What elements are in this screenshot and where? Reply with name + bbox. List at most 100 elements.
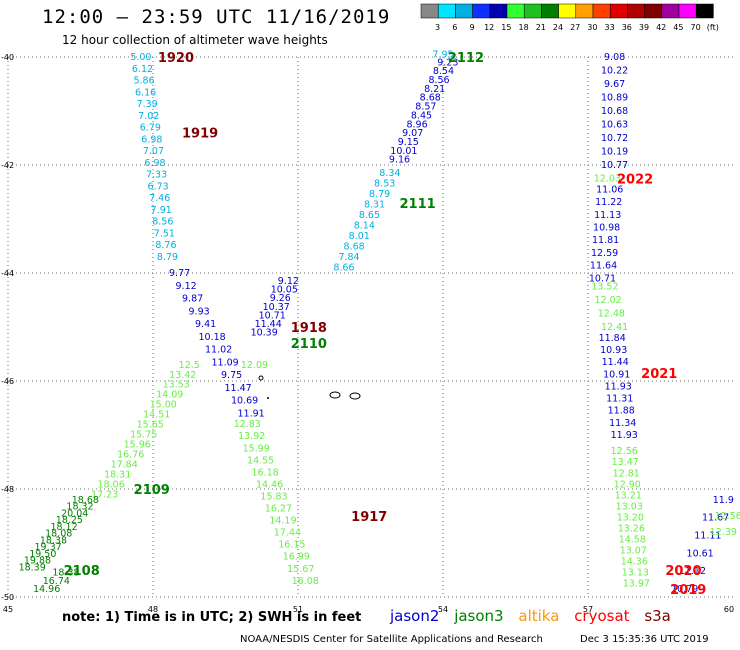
wave-value: 10.77 xyxy=(601,160,628,171)
wave-value: 6.16 xyxy=(135,87,156,98)
pass-2112: 9.238.548.568.218.688.578.458.969.079.15… xyxy=(389,57,458,165)
wave-value: 12.56 xyxy=(611,446,638,457)
wave-value: 10.71 xyxy=(259,310,286,321)
wave-value: 10.19 xyxy=(601,147,628,158)
wave-value: 12.48 xyxy=(598,309,625,320)
wave-value: 10.79 xyxy=(671,584,698,595)
legend-label: 9 xyxy=(469,23,474,32)
wave-value: 15.83 xyxy=(260,491,287,502)
legend-label: 12 xyxy=(484,23,494,32)
wave-value: 11.44 xyxy=(602,357,629,368)
wave-value: 10.18 xyxy=(198,332,225,343)
legend-swatch xyxy=(609,3,628,19)
wave-value: 6.79 xyxy=(140,123,161,134)
pass-2022: 9.08 10.22 9.67 10.89 10.68 10.63 10.72 10.19 10… xyxy=(601,52,628,171)
wave-value: 11.22 xyxy=(595,197,622,208)
wave-value: 14.51 xyxy=(143,410,170,421)
satellite-legend: jason2 jason3 altika cryosat s3a xyxy=(390,607,681,625)
wave-value: 9.77 xyxy=(169,268,190,279)
wave-value: 11.11 xyxy=(694,530,721,541)
legend-label: 18 xyxy=(519,23,529,32)
wave-value: 11.67 xyxy=(702,513,729,524)
pass-1920: 5.006.125.866.167.397.026.796.987.076.98… xyxy=(130,52,178,263)
wave-value: 10.61 xyxy=(687,548,714,559)
wave-value: 10.89 xyxy=(601,93,628,104)
wave-value: 12.09 xyxy=(241,360,268,371)
wave-value: 9.67 xyxy=(604,79,625,90)
wave-value: 14.96 xyxy=(33,584,60,595)
wave-value: 11.64 xyxy=(590,261,617,272)
island-outline xyxy=(267,397,269,399)
legend-swatch xyxy=(541,3,559,19)
wave-value: 15.65 xyxy=(137,420,164,431)
wave-value: 8.53 xyxy=(374,179,395,190)
wave-value: 12.39 xyxy=(710,527,737,538)
wave-value: 14.58 xyxy=(619,534,646,545)
wave-value: 18.68 xyxy=(72,495,99,506)
wave-value: 9.41 xyxy=(195,319,216,330)
legend-swatch xyxy=(472,3,491,19)
pass-label: 1918 xyxy=(291,321,327,336)
wave-value: 9.15 xyxy=(398,137,419,148)
wave-value: 7.39 xyxy=(137,99,158,110)
wave-value: 12.56 xyxy=(715,511,740,522)
wave-value: 14.09 xyxy=(156,390,183,401)
wave-value: 18.25 xyxy=(56,515,83,526)
wave-value: 8.14 xyxy=(354,221,375,232)
wave-value: 15.00 xyxy=(150,400,177,411)
wave-value: 10.69 xyxy=(231,396,258,407)
wave-value: 5.00 xyxy=(130,52,151,63)
legend-label: 27 xyxy=(570,23,580,32)
wave-value: 6.73 xyxy=(148,181,169,192)
wave-value: 9.93 xyxy=(189,306,210,317)
wave-value: 9.12 xyxy=(176,281,197,292)
island-outline xyxy=(349,392,361,400)
wave-value: 7.02 xyxy=(138,111,159,122)
wave-value: 8.34 xyxy=(379,168,400,179)
legend-swatch xyxy=(592,3,611,19)
sat-cryosat: cryosat xyxy=(574,607,630,625)
wave-value: 11.9 xyxy=(713,495,734,506)
legend-label: 30 xyxy=(587,23,597,32)
wave-value: 10.72 xyxy=(601,133,628,144)
wave-value: 9.23 xyxy=(437,57,458,68)
wave-value: 10.01 xyxy=(390,146,417,157)
x-tick-label: 57 xyxy=(583,605,593,614)
wave-value: 11.13 xyxy=(594,210,621,221)
legend-swatch xyxy=(420,3,439,19)
wave-value: 13.53 xyxy=(163,380,190,391)
wave-value: 17.84 xyxy=(111,459,138,470)
axis-ticks: 45 48 51 54 57 60 -40 -42 -44 -46 -48 -50 xyxy=(1,53,734,614)
wave-value: 10.39 xyxy=(251,327,278,338)
wave-value: 13.07 xyxy=(620,545,647,556)
pass-label: 2110 xyxy=(291,337,327,352)
pass-2109: 18.6818.3220.0418.2518.1218.0818.3819.37… xyxy=(19,495,99,574)
legend-swatch xyxy=(558,3,577,19)
island-outlines xyxy=(258,375,361,400)
legend-swatch xyxy=(627,3,645,19)
x-tick-label: 48 xyxy=(148,605,158,614)
wave-value: 20.04 xyxy=(61,508,88,519)
generated-timestamp: Dec 3 15:35:36 UTC 2019 xyxy=(580,634,709,645)
wave-value: 13.26 xyxy=(618,523,645,534)
wave-value: 13.42 xyxy=(169,370,196,381)
legend-label: 36 xyxy=(622,23,632,32)
wave-value: 5.86 xyxy=(133,76,154,87)
island-outline xyxy=(258,375,264,381)
wave-value: 11.91 xyxy=(238,408,265,419)
legend-label: 6 xyxy=(452,23,457,32)
legend-swatch xyxy=(455,3,473,19)
legend-label: 33 xyxy=(605,23,615,32)
wave-value: 16.76 xyxy=(117,450,144,461)
wave-value: 8.57 xyxy=(415,102,436,113)
wave-value: 11.47 xyxy=(225,383,252,394)
wave-value: 7.07 xyxy=(143,146,164,157)
wave-value: 16.08 xyxy=(292,576,319,587)
sat-altika: altika xyxy=(518,607,560,625)
wave-value: 11.88 xyxy=(608,406,635,417)
pass-2019: 11.9 11.67 11.11 10.61 11.12 10.79 xyxy=(671,495,734,595)
x-tick-label: 60 xyxy=(724,605,734,614)
wave-value: 18.32 xyxy=(66,502,93,513)
